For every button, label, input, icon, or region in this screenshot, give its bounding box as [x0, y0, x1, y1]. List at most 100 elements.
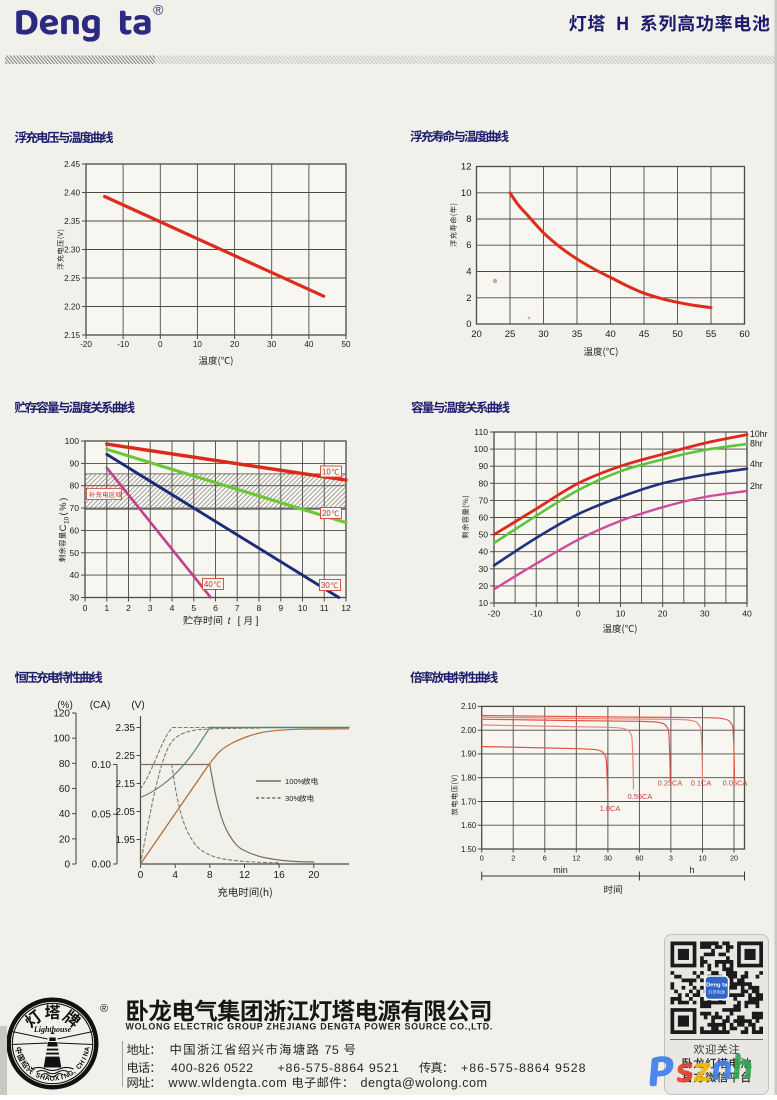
svg-text:0.55CA: 0.55CA: [628, 792, 653, 801]
svg-text:40: 40: [478, 547, 488, 557]
svg-text:20: 20: [308, 870, 320, 881]
svg-text:20: 20: [658, 609, 668, 619]
svg-text:®: ®: [100, 1003, 108, 1015]
svg-text:h: h: [689, 865, 694, 875]
svg-text:灯塔电源: 灯塔电源: [708, 989, 726, 996]
svg-text:2.15: 2.15: [116, 779, 136, 790]
svg-text:70: 70: [478, 495, 488, 505]
svg-text:]: ]: [256, 616, 259, 627]
svg-text:(V): (V): [131, 700, 144, 711]
svg-text:2: 2: [511, 854, 515, 863]
svg-text:8: 8: [466, 214, 471, 225]
svg-text:Deng ta: Deng ta: [706, 983, 728, 989]
svg-text:10: 10: [616, 609, 626, 619]
svg-text:0: 0: [64, 860, 70, 871]
svg-text:8hr: 8hr: [750, 439, 763, 449]
svg-text:10: 10: [193, 340, 203, 349]
svg-text:40: 40: [59, 809, 71, 820]
svg-text:20: 20: [59, 834, 71, 845]
svg-text:60: 60: [739, 329, 750, 340]
svg-text:400-826 0522: 400-826 0522: [171, 1061, 253, 1075]
svg-text:30%: 30%: [285, 794, 300, 803]
svg-text:100: 100: [474, 444, 489, 454]
svg-text:-10: -10: [530, 609, 543, 619]
svg-text:1.90: 1.90: [461, 750, 477, 759]
svg-text:0.25CA: 0.25CA: [658, 779, 683, 788]
svg-text:100: 100: [65, 436, 80, 446]
svg-text:10: 10: [298, 603, 308, 613]
svg-text:2.35: 2.35: [64, 217, 80, 226]
svg-text:80: 80: [69, 481, 79, 491]
svg-text:0: 0: [576, 609, 581, 619]
svg-text:min: min: [553, 865, 568, 875]
svg-text:12: 12: [239, 870, 251, 881]
svg-text:6: 6: [213, 603, 218, 613]
svg-text:0.1CA: 0.1CA: [691, 779, 712, 788]
svg-text:0.05: 0.05: [92, 810, 112, 821]
svg-text:50: 50: [478, 530, 488, 540]
svg-text:1.70: 1.70: [461, 797, 477, 806]
svg-text:75: 75: [325, 1043, 340, 1057]
svg-text:2.10: 2.10: [461, 702, 477, 711]
svg-text:www.wldengta.com: www.wldengta.com: [168, 1076, 288, 1090]
svg-text:30: 30: [321, 581, 330, 590]
svg-text:-10: -10: [117, 340, 129, 349]
svg-text:60: 60: [59, 784, 71, 795]
svg-text:®: ®: [153, 2, 164, 18]
svg-text:0.05CA: 0.05CA: [723, 779, 748, 788]
svg-text:40: 40: [605, 329, 616, 340]
svg-text:2.25: 2.25: [64, 274, 80, 283]
svg-text:30: 30: [478, 564, 488, 574]
svg-text:1: 1: [104, 603, 109, 613]
svg-text:6: 6: [466, 240, 471, 251]
svg-text:2.00: 2.00: [461, 726, 477, 735]
svg-text:30: 30: [267, 340, 277, 349]
svg-text:30: 30: [604, 854, 612, 863]
svg-text:4: 4: [172, 870, 178, 881]
svg-text:10: 10: [461, 188, 472, 199]
svg-text:2.40: 2.40: [64, 188, 80, 197]
svg-text:20: 20: [478, 581, 488, 591]
svg-text:2.30: 2.30: [64, 245, 80, 254]
svg-text:1.0CA: 1.0CA: [600, 804, 621, 813]
svg-text:2.05: 2.05: [116, 807, 136, 818]
svg-text:4: 4: [170, 603, 175, 613]
svg-text:dengta@wolong.com: dengta@wolong.com: [361, 1076, 488, 1090]
svg-text:30: 30: [538, 329, 549, 340]
svg-text:12: 12: [461, 162, 472, 173]
svg-text:1.50: 1.50: [461, 845, 477, 854]
svg-text:40: 40: [304, 340, 314, 349]
svg-text:16: 16: [274, 870, 286, 881]
svg-text:(CA): (CA): [90, 700, 111, 711]
svg-text:80: 80: [478, 478, 488, 488]
svg-text:-20: -20: [80, 340, 92, 349]
svg-text:2.45: 2.45: [64, 160, 80, 169]
svg-text:50: 50: [341, 340, 351, 349]
svg-text:1.80: 1.80: [461, 774, 477, 783]
svg-text:7: 7: [235, 603, 240, 613]
svg-text:20: 20: [471, 329, 482, 340]
svg-text:4: 4: [466, 267, 471, 278]
svg-text:110: 110: [474, 427, 488, 437]
svg-text:10hr: 10hr: [750, 429, 768, 439]
svg-text:2: 2: [466, 293, 471, 304]
svg-text:30: 30: [700, 609, 710, 619]
svg-text:1.60: 1.60: [461, 821, 477, 830]
svg-text:11: 11: [320, 603, 329, 613]
svg-text:2.25: 2.25: [116, 751, 136, 762]
svg-text:90: 90: [478, 461, 488, 471]
svg-text:20: 20: [730, 854, 738, 863]
svg-text:0: 0: [83, 603, 88, 613]
svg-text:40: 40: [742, 609, 752, 619]
svg-text:20: 20: [322, 509, 331, 518]
svg-text:8: 8: [207, 870, 213, 881]
svg-text:0: 0: [138, 870, 144, 881]
svg-text:40: 40: [69, 570, 79, 580]
svg-text:2.35: 2.35: [116, 723, 136, 734]
svg-text:0.00: 0.00: [92, 860, 112, 871]
svg-text:(%): (%): [57, 700, 73, 711]
svg-text:100: 100: [53, 734, 70, 745]
svg-text:WOLONG ELECTRIC GROUP ZHEJIANG: WOLONG ELECTRIC GROUP ZHEJIANG DENGTA PO…: [126, 1022, 494, 1032]
svg-text:50: 50: [672, 329, 683, 340]
svg-text:2.15: 2.15: [64, 331, 80, 340]
